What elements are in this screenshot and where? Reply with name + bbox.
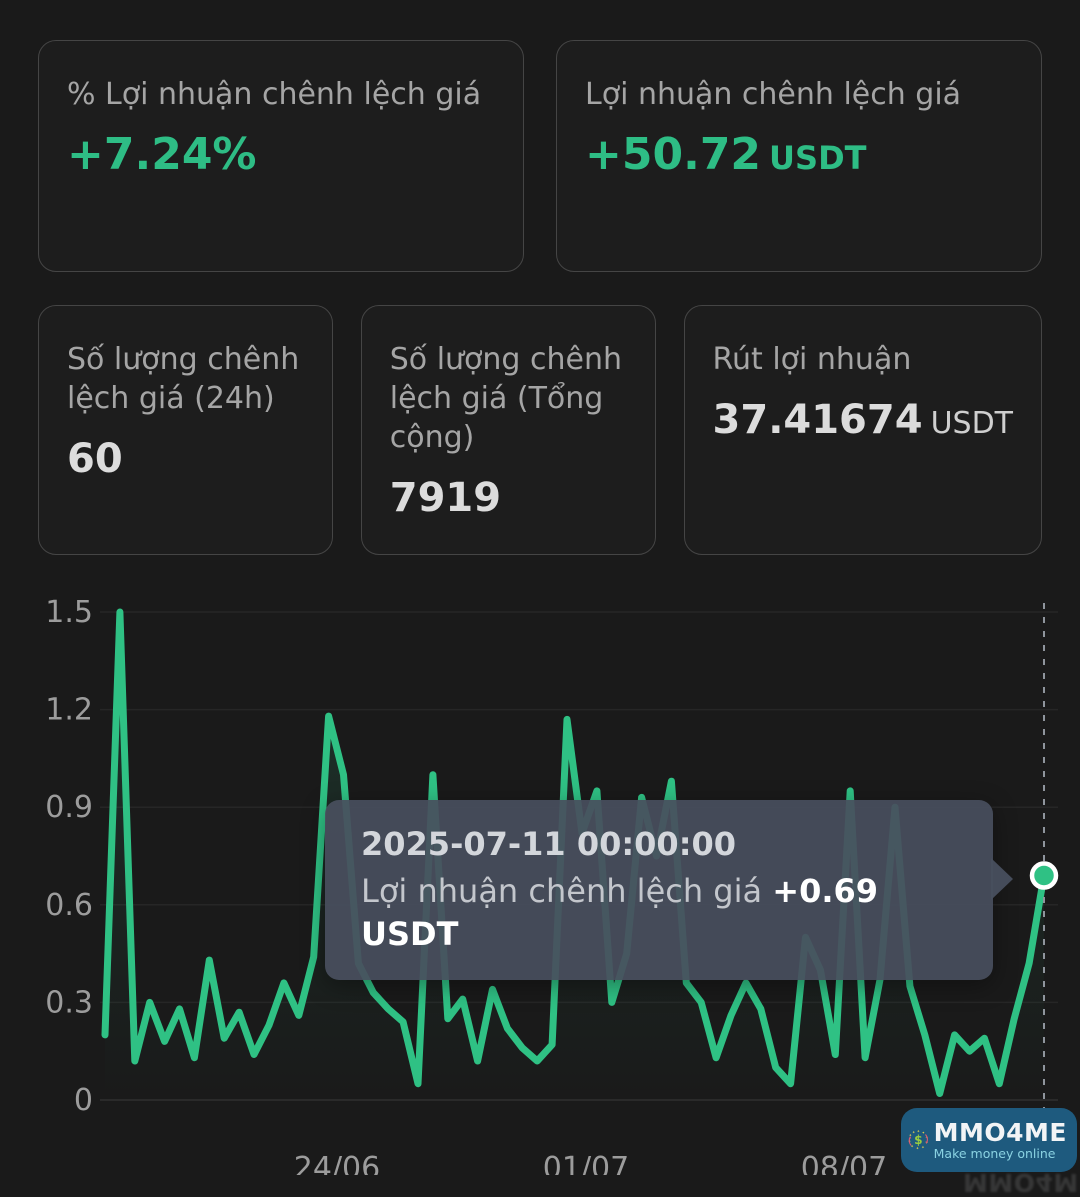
card-label: Số lượng chênh lệch giá (Tổng cộng): [389, 342, 622, 455]
value-number: 37.41674: [712, 397, 923, 443]
y-tick-label: 1.2: [45, 693, 93, 728]
card-label: % Lợi nhuận chênh lệch giá: [67, 77, 482, 112]
card-label: Rút lợi nhuận: [712, 342, 912, 377]
badge-reflection: MMO4ME Make money online: [963, 1172, 1077, 1196]
tooltip-date: 2025-07-11 00:00:00: [361, 825, 737, 863]
svg-text:✦: ✦: [917, 1129, 920, 1133]
card-withdraw-profit: Rút lợi nhuận 37.41674 USDT: [683, 305, 1042, 555]
svg-text:✦: ✦: [922, 1131, 925, 1135]
tooltip-unit: USDT: [361, 915, 459, 953]
card-profit-percent: % Lợi nhuận chênh lệch giá +7.24%: [38, 40, 524, 272]
y-tick-label: 0.9: [45, 790, 93, 825]
x-tick-label: 08/07: [801, 1151, 887, 1175]
svg-text:✦: ✦: [909, 1134, 912, 1138]
card-value: 7919: [389, 475, 502, 521]
stats-row-1: % Lợi nhuận chênh lệch giá +7.24% Lợi nh…: [38, 40, 1042, 272]
card-value: +7.24%: [67, 129, 257, 180]
y-tick-label: 0.3: [45, 985, 93, 1020]
chart-tooltip: 2025-07-11 00:00:00 Lợi nhuận chênh lệch…: [325, 800, 1013, 980]
svg-text:✦: ✦: [921, 1145, 924, 1149]
value-unit: USDT: [930, 406, 1013, 441]
y-tick-label: 0: [74, 1083, 93, 1118]
value-number: +50.72: [585, 129, 762, 180]
tooltip-series-label: Lợi nhuận chênh lệch giá: [361, 872, 773, 910]
profit-chart: 1.5 1.2 0.9 0.6 0.3 0 24/06 01/07 08/07 2025-07-…: [0, 590, 1080, 1175]
badge-subtitle: Make money online: [933, 1146, 1056, 1161]
card-count-total: Số lượng chênh lệch giá (Tổng cộng) 7919: [360, 305, 656, 555]
x-tick-label: 24/06: [294, 1151, 380, 1175]
highlight-dot: [1029, 861, 1059, 890]
svg-text:✦: ✦: [910, 1145, 913, 1149]
mmo4me-logo-icon: ✦ ✦✦ ✦✦✦ ✦✦✦✦ $: [908, 1129, 928, 1151]
svg-text:$: $: [914, 1133, 922, 1147]
value-unit: USDT: [769, 139, 867, 177]
card-value: 37.41674 USDT: [713, 395, 1013, 449]
stats-row-2: Số lượng chênh lệch giá (24h) 60 Số lượn…: [38, 305, 1042, 555]
card-value: +50.72 USDT: [585, 130, 1013, 183]
card-profit-usdt: Lợi nhuận chênh lệch giá +50.72 USDT: [556, 40, 1042, 272]
tooltip-value: +0.69: [772, 872, 879, 910]
mmo4me-watermark: ✦ ✦ ✦ ✦ ✦ ✦ ✦ ✦ ✦ ✦ $ MMO4ME Make money online: [901, 1108, 1077, 1172]
y-tick-label: 0.6: [45, 888, 93, 923]
x-tick-label: 01/07: [543, 1151, 629, 1175]
card-value: 60: [67, 436, 123, 482]
badge-title: MMO4ME: [933, 1118, 1067, 1147]
card-count-24h: Số lượng chênh lệch giá (24h) 60: [38, 305, 333, 555]
svg-text:✦: ✦: [912, 1130, 915, 1134]
card-label: Số lượng chênh lệch giá (24h): [67, 342, 300, 416]
card-label: Lợi nhuận chênh lệch giá: [585, 77, 962, 112]
badge-text: MMO4ME Make money online: [934, 1119, 1067, 1161]
y-tick-label: 1.5: [45, 595, 93, 630]
tooltip-body: Lợi nhuận chênh lệch giá +0.69 USDT: [361, 870, 957, 956]
svg-text:✦: ✦: [916, 1147, 919, 1151]
